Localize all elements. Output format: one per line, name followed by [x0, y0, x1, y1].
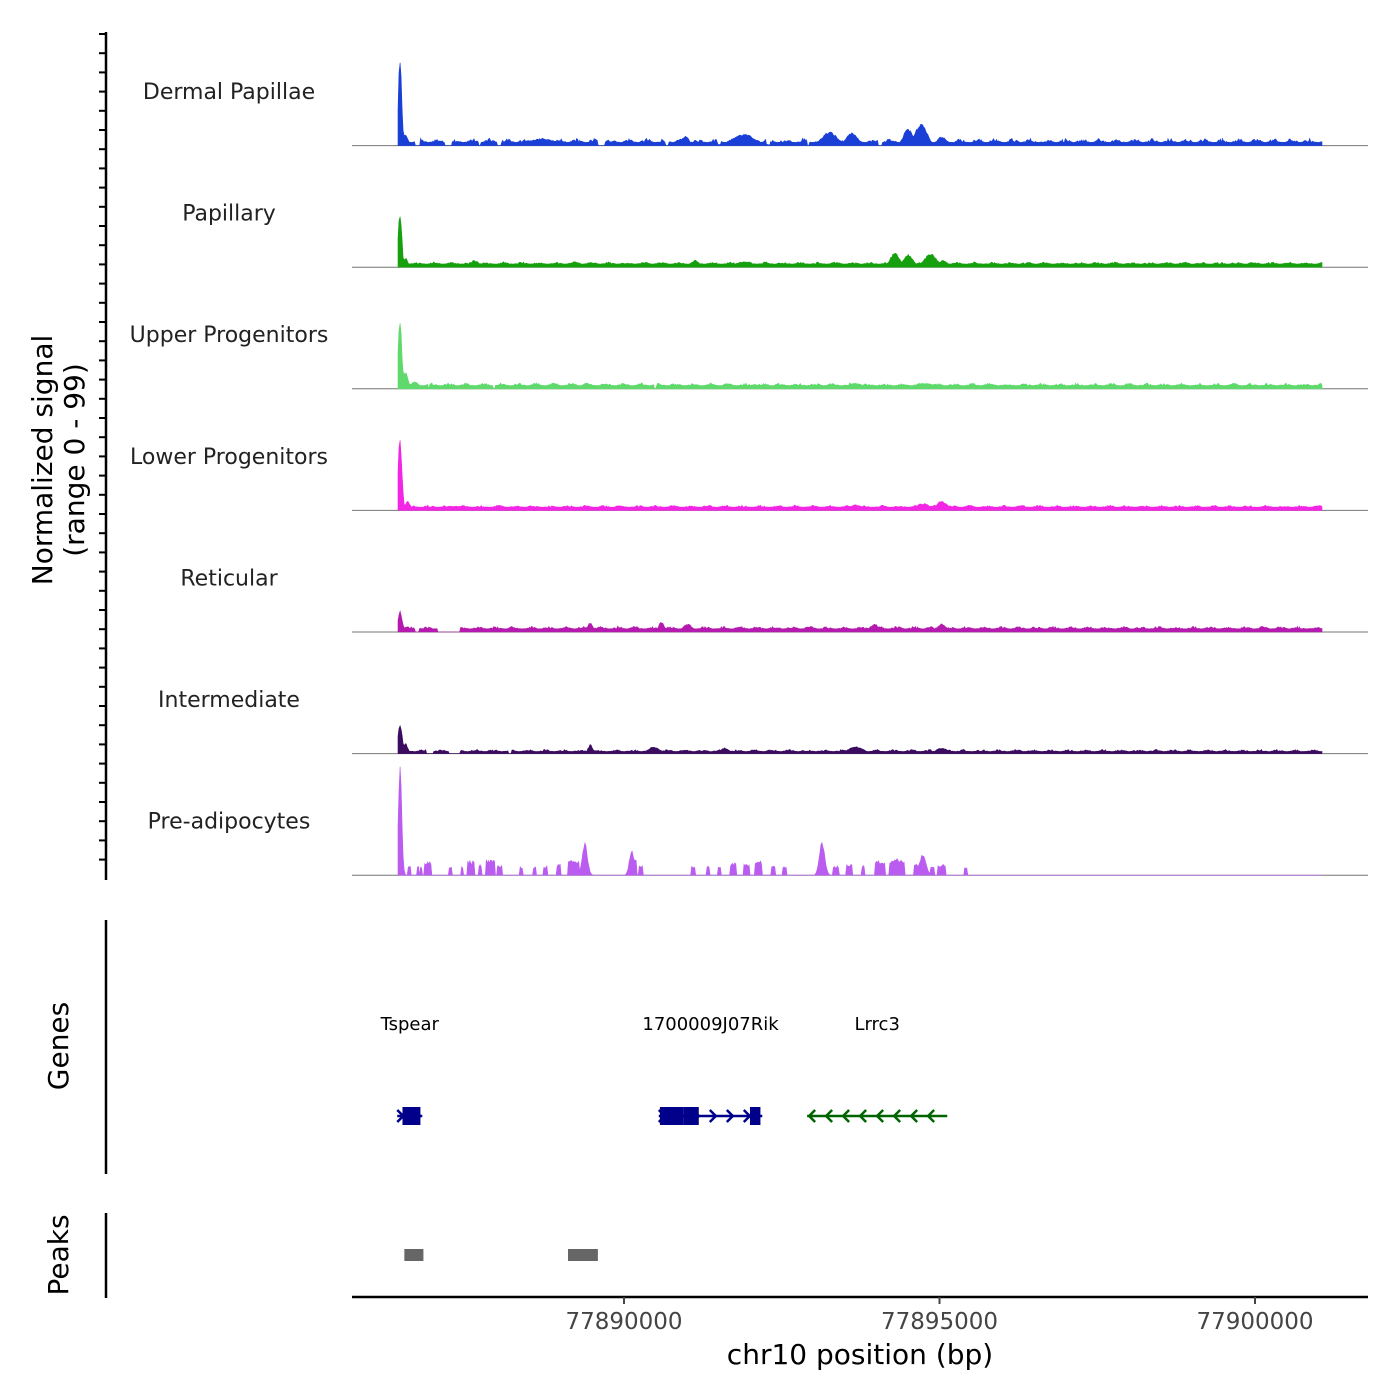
y-axis-title-line1: Normalized signal [26, 335, 59, 586]
track-intermediate: Intermediate [158, 688, 1368, 755]
peak-region [404, 1249, 424, 1261]
gene-exon [749, 1107, 761, 1125]
track-reticular: Reticular [180, 566, 1368, 633]
track-label: Reticular [180, 566, 278, 591]
track-label: Intermediate [158, 688, 300, 713]
gene-label: Tspear [380, 1014, 440, 1035]
gene-label: 1700009J07Rik [642, 1014, 779, 1035]
gene-lrrc3: Lrrc3 [807, 1014, 948, 1123]
track-upper-progenitors: Upper Progenitors [130, 323, 1368, 390]
signal-tracks: Dermal Papillae Papillary Upper Progenitor… [130, 62, 1368, 876]
track-signal-area [397, 610, 1323, 633]
gene-tspear: Tspear [380, 1014, 440, 1125]
track-papillary: Papillary [182, 202, 1368, 268]
track-signal-area [397, 440, 1323, 511]
gene-exon [659, 1107, 684, 1125]
x-tick-label: 77900000 [1196, 1309, 1313, 1335]
track-label: Dermal Papillae [143, 80, 315, 105]
track-lower-progenitors: Lower Progenitors [130, 440, 1368, 511]
strand-chevron [909, 1109, 919, 1123]
signal-y-ticks [99, 33, 106, 861]
gene-exon [402, 1107, 421, 1125]
strand-chevron [742, 1109, 752, 1123]
track-signal-area [397, 724, 1323, 754]
genes-axis-title: Genes [42, 1002, 75, 1090]
track-pre-adipocytes: Pre-adipocytes [148, 766, 1368, 876]
track-signal-area [397, 62, 1323, 146]
strand-chevron [824, 1109, 834, 1123]
x-tick-label: 77895000 [881, 1309, 998, 1335]
peak-regions [404, 1249, 598, 1261]
strand-chevron [708, 1109, 718, 1123]
gene-label: Lrrc3 [854, 1014, 899, 1035]
track-label: Upper Progenitors [130, 323, 329, 348]
strand-chevron [807, 1109, 817, 1123]
x-tick-label: 77890000 [565, 1309, 682, 1335]
strand-chevron [858, 1109, 868, 1123]
gene-models: Tspear 1700009J07Rik Lrrc3 [380, 1014, 948, 1125]
strand-chevron [841, 1109, 851, 1123]
track-label: Lower Progenitors [130, 445, 328, 470]
y-axis-title-line2: (range 0 - 99) [58, 363, 91, 557]
strand-chevron [875, 1109, 885, 1123]
peak-region [568, 1249, 598, 1261]
gene-exon [683, 1107, 699, 1125]
track-label: Pre-adipocytes [148, 810, 311, 835]
strand-chevron [725, 1109, 735, 1123]
gene-1700009j07rik: 1700009J07Rik [642, 1014, 779, 1125]
x-axis-title: chr10 position (bp) [727, 1338, 993, 1371]
track-label: Papillary [182, 202, 276, 227]
strand-chevron [892, 1109, 902, 1123]
track-signal-area [397, 766, 1322, 876]
track-dermal-papillae: Dermal Papillae [143, 62, 1368, 147]
track-signal-area [397, 216, 1323, 268]
strand-chevron [926, 1109, 936, 1123]
track-signal-area [397, 323, 1323, 390]
x-axis-ticks: 77890000 77895000 77900000 [565, 1297, 1314, 1335]
peaks-axis-title: Peaks [42, 1214, 75, 1295]
